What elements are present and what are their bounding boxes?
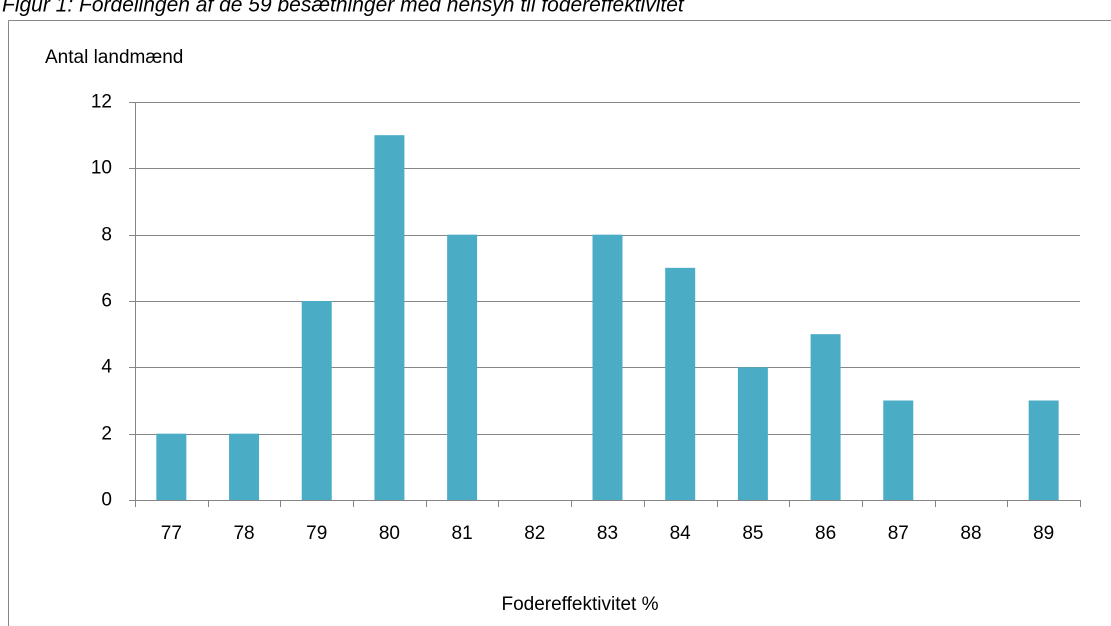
chart-title: Figur 1: Fordelingen af de 59 besætninge… (2, 0, 685, 17)
bar (1028, 400, 1059, 500)
y-tick-label: 6 (101, 291, 112, 312)
bar (592, 234, 623, 500)
y-tick-label: 12 (91, 92, 112, 113)
bar (374, 135, 405, 500)
bar (447, 234, 478, 500)
x-tick-label: 85 (742, 523, 763, 544)
x-tick-label: 84 (670, 523, 692, 544)
x-tick-label: 88 (960, 523, 981, 544)
x-axis-title: Fodereffektivitet % (501, 594, 658, 615)
bar (810, 334, 841, 500)
bar (156, 433, 187, 500)
x-tick-label: 87 (888, 523, 909, 544)
x-tick-label: 77 (161, 523, 182, 544)
y-tick-label: 0 (101, 490, 112, 511)
x-tick-label: 79 (306, 523, 327, 544)
y-tick-label: 8 (101, 225, 112, 246)
x-tick-label: 83 (597, 523, 618, 544)
y-tick-label: 10 (91, 158, 112, 179)
bar (883, 400, 914, 500)
bar (229, 433, 260, 500)
x-tick-label: 81 (452, 523, 473, 544)
bar (665, 267, 696, 500)
x-tick-label: 86 (815, 523, 836, 544)
bar (737, 367, 768, 500)
bar (301, 301, 332, 500)
y-tick-label: 2 (101, 424, 112, 445)
y-tick-label: 4 (101, 357, 112, 378)
x-tick-label: 80 (379, 523, 400, 544)
y-axis-title: Antal landmænd (45, 47, 183, 68)
x-tick-label: 82 (524, 523, 545, 544)
x-tick-label: 89 (1033, 523, 1054, 544)
x-tick-label: 78 (233, 523, 254, 544)
